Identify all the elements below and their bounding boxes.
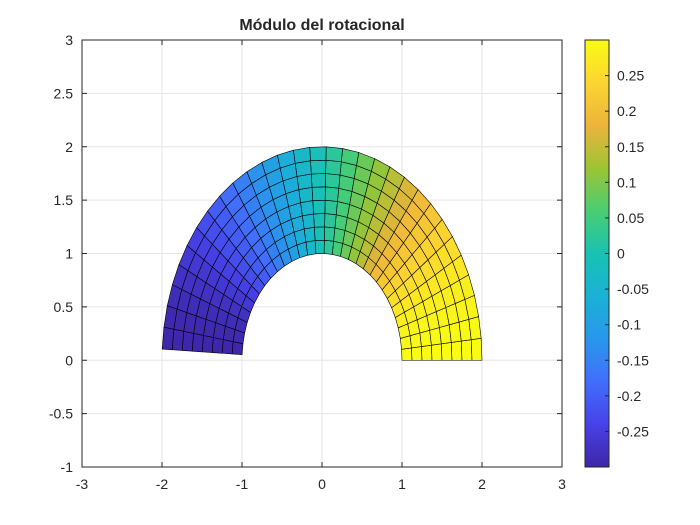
mesh-cell [324,186,340,202]
mesh [161,146,483,361]
x-tick-label: -1 [236,476,249,492]
mesh-cell [293,147,311,164]
x-tick-label: 1 [398,476,406,492]
y-tick-label: 2.5 [54,85,74,101]
mesh-cell [325,159,342,176]
x-tick-label: -2 [156,476,169,492]
x-tick-label: -3 [76,476,89,492]
mesh-cell [431,343,443,361]
mesh-cell [221,339,234,355]
mesh-cell [324,213,337,229]
mesh-cell [323,239,334,255]
mesh-cell [324,226,336,242]
mesh-cell [310,159,327,175]
colorbar-tick-label: 0.2 [617,103,637,119]
mesh-cell [201,335,214,353]
y-tick-label: -0.5 [49,406,73,422]
colorbar-tick-label: 0.25 [617,68,644,84]
colorbar: -0.25 -0.2 -0.15 -0.1 -0.05 0 0.05 0.1 0.15 0.2 0.… [584,39,649,468]
x-tick-label: 0 [318,476,326,492]
mesh-cell [411,346,423,361]
y-tick-label: -1 [61,459,74,475]
mesh-cell [460,339,473,361]
colorbar-tick-label: 0.15 [617,139,644,155]
mesh-cell [211,337,224,354]
mesh-cell [309,146,327,161]
mesh-cell [468,316,482,341]
chart-title: Módulo del rotacional [239,17,404,34]
mesh-cell [161,326,175,351]
x-tick-label: 3 [558,476,566,492]
mesh-cell [325,146,343,163]
x-tick-label: 2 [478,476,486,492]
colorbar-tick-label: -0.05 [617,281,649,297]
y-tick-label: 3 [65,32,73,48]
y-tick-label: 0.5 [54,299,74,315]
mesh-cell [450,340,463,361]
colorbar-tick-label: 0.05 [617,210,644,226]
mesh-cell [300,200,314,217]
colorbar-tick-label: -0.15 [617,352,649,368]
mesh-cell [191,333,204,353]
mesh-cell [470,337,483,361]
colorbar-tick-label: 0.1 [617,174,637,190]
mesh-cell [312,199,326,215]
mesh-cell [401,347,413,361]
colorbar-tick-label: -0.25 [617,423,649,439]
mesh-cell [301,213,315,230]
mesh-cell [325,173,341,189]
plot-area: -3 -2 -1 0 1 2 3 -1 -0.5 0 0.5 1 1.5 2 2.5 3 [49,32,566,492]
colorbar-tick-label: -0.1 [617,317,641,333]
mesh-cell [314,239,325,255]
y-tick-label: 1.5 [54,192,74,208]
y-tick-label: 0 [65,352,73,368]
mesh-cell [311,186,326,201]
mesh-cell [181,330,194,352]
mesh-cell [298,186,314,204]
colorbar-tick-label: -0.2 [617,388,641,404]
y-tick-label: 2 [65,139,73,155]
mesh-cell [324,199,338,216]
mesh-cell [231,341,244,355]
colorbar-tick-label: 0 [617,246,625,262]
y-tick-label: 1 [65,246,73,262]
mesh-cell [314,226,325,241]
mesh-cell [421,344,433,361]
mesh-cell [313,213,326,228]
mesh-cell [171,328,185,351]
mesh-cell [310,173,326,188]
mesh-cell [441,342,453,361]
